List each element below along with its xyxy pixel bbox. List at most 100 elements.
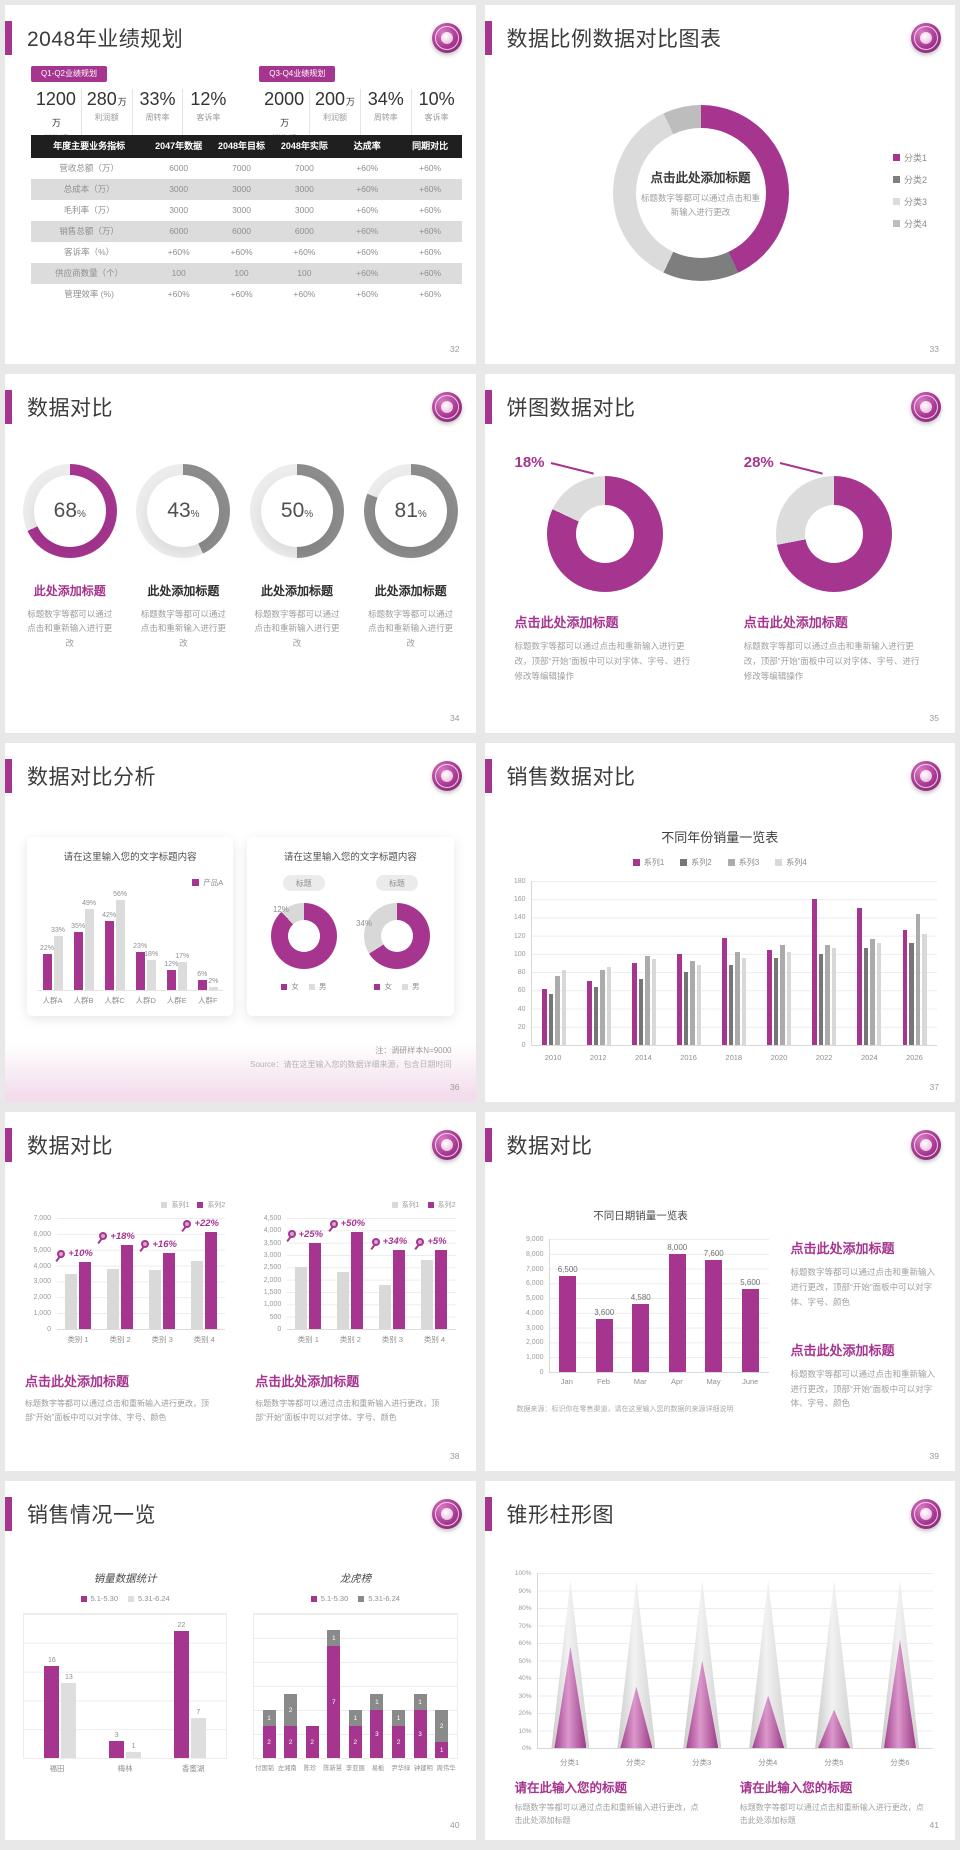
- table-cell: +60%: [167, 247, 190, 257]
- axis-tick: 70%: [518, 1622, 532, 1630]
- category-label: Apr: [671, 1377, 683, 1386]
- pushpin-icon: [57, 1249, 66, 1258]
- legend: 系列1 系列2: [391, 1200, 456, 1210]
- category-label: 2016: [680, 1053, 697, 1062]
- bar: [109, 1740, 125, 1758]
- donut-block: 标题 12% 女男: [270, 875, 337, 992]
- slide-title: 2048年业绩规划: [27, 28, 184, 51]
- bar: [107, 1268, 120, 1329]
- legend-marker: [401, 983, 408, 990]
- page-number: 38: [450, 1451, 460, 1461]
- bar: [705, 1259, 723, 1372]
- gauge-value: 50%: [280, 499, 314, 522]
- bar-wrap: [831, 881, 837, 1045]
- bar: [645, 955, 650, 1045]
- bar: [379, 1284, 392, 1329]
- bar-wrap: [741, 881, 747, 1045]
- axis-tick: 2,000: [525, 1339, 544, 1347]
- slide-thumbnail-41[interactable]: 锥形柱形图 100% 90% 80% 70% 60% 50% 40% 30% 20% 10% 0% …: [484, 1481, 955, 1840]
- bar: [593, 986, 599, 1045]
- bar-wrap: [107, 1218, 120, 1329]
- table-header-cell: 达成率: [353, 141, 381, 151]
- bar: [149, 1270, 162, 1329]
- table-cell: 6000: [169, 226, 189, 236]
- grouped-chart-block: 销量数据统计 5.1-5.30 5.31-6.24 16 13 3 1 22 7 福田 梅林香…: [23, 1571, 228, 1774]
- bar-group: 8,000: [659, 1239, 696, 1372]
- logo-badge: [431, 23, 462, 53]
- gauge-value: 81%: [394, 499, 427, 522]
- bar-wrap: [683, 881, 689, 1045]
- table-cell: +60%: [419, 226, 442, 236]
- gauge-caption-desc: 标题数字等都可以通过点击和重新输入进行更改: [368, 609, 454, 648]
- slide-thumbnail-33[interactable]: 数据比例数据对比图表 点击此处添加标题 标题数字等都可以通过点击和重新输入进行更…: [484, 5, 955, 364]
- bar: [780, 944, 785, 1045]
- slide-title: 锥形柱形图: [506, 1504, 614, 1527]
- bar-wrap: 35%: [71, 891, 85, 990]
- slide-thumbnail-39[interactable]: 数据对比 不同日期销量一览表 9,000 8,000 7,000 6,000 5,000…: [484, 1112, 955, 1471]
- bar: [831, 948, 837, 1045]
- table-cell: +60%: [356, 268, 379, 278]
- slide-thumbnail-37[interactable]: 销售数据对比 不同年份销量一览表 系列1 系列2 系列3 系列4 180 160 140 1…: [484, 743, 955, 1102]
- slide-thumbnail-32[interactable]: 2048年业绩规划 Q1-Q2业绩规划1200万销售额280万利润额33%周转率…: [5, 5, 476, 364]
- bar-wrap: [65, 1218, 78, 1329]
- bar: [773, 957, 779, 1045]
- bar-value-label: 7: [196, 1708, 201, 1716]
- bar: [191, 1260, 204, 1329]
- logo-badge: [911, 392, 941, 422]
- bar: [690, 961, 695, 1045]
- logo-badge: [431, 1130, 462, 1160]
- bar: [104, 920, 114, 990]
- caption-row: 请在此输入您的标题 标题数字等都可以通过点击和重新输入进行更改，点击此处添加标题…: [515, 1777, 932, 1828]
- bar-wrap: [645, 881, 650, 1045]
- bar: [559, 1275, 577, 1372]
- category-label: Mar: [633, 1377, 647, 1386]
- donut-block: 标题 34% 女男: [356, 875, 430, 992]
- axis-tick: 50%: [518, 1657, 532, 1665]
- bar-wrap: 6,500: [558, 1239, 578, 1372]
- bar-group: 4,580: [623, 1239, 660, 1372]
- table-row: 毛利率（万） 3000 3000 3000 +60% +60%: [31, 200, 462, 221]
- category-label: 2012: [589, 1053, 607, 1062]
- slide-thumbnail-34[interactable]: 数据对比 68% 此处添加标题 标题数字等都可以通过点击和重新输入进行更改 43% 此处…: [5, 374, 476, 733]
- accent-bar: [484, 390, 492, 424]
- bar: [825, 944, 830, 1045]
- stat-value: 33%: [139, 88, 176, 109]
- table-cell: +60%: [230, 289, 253, 299]
- bar: [863, 948, 869, 1045]
- chart-pair: 销量数据统计 5.1-5.30 5.31-6.24 16 13 3 1 22 7 福田 梅林香…: [23, 1571, 458, 1774]
- data-source-note: 数据来源：标识你在零售渠道，请在这里输入您的数据的来源详细说明: [516, 1406, 734, 1413]
- slide-thumbnail-35[interactable]: 饼图数据对比 18% 点击此处添加标题 标题数字等都可以通过点击和重新输入进行更改，…: [484, 374, 955, 733]
- chart-panels: 系列1 系列2 7,000 6,000 5,000 4,000 3,000 2,000 1,00…: [25, 1202, 456, 1424]
- legend: 女男: [374, 981, 419, 992]
- bar-group: 16 13: [28, 1614, 93, 1758]
- accent-bar: [484, 759, 492, 793]
- bar-wrap: 13: [61, 1614, 77, 1758]
- legend-marker: [391, 1202, 398, 1208]
- axis-tick: 0: [539, 1369, 544, 1376]
- bar-wrap: 4,580: [631, 1239, 651, 1372]
- legend-marker: [632, 859, 640, 866]
- slide-title: 数据对比分析: [27, 766, 156, 789]
- percent-label: 34%: [355, 919, 372, 928]
- stat-label: 周转率: [145, 112, 170, 122]
- category-label: 2018: [725, 1053, 743, 1062]
- axis-tick: 1,000: [525, 1354, 544, 1362]
- stat: 200万 利润额: [309, 88, 360, 144]
- bar-wrap: [191, 1218, 204, 1329]
- slide-thumbnail-36[interactable]: 数据对比分析 请在这里输入您的文字标题内容 产品A 22% 33% 35% 49% 42…: [5, 743, 476, 1102]
- donut-pair: 标题 12% 女男标题 34% 女男: [257, 875, 443, 992]
- table-row: 总成本（万） 3000 3000 3000 +60% +60%: [31, 179, 462, 200]
- percent-callout: 28%: [743, 454, 774, 471]
- category-label: 尹华绿: [391, 1765, 411, 1772]
- caption-desc: 标题数字等都可以通过点击和重新输入进行更改，顶部“开始”面板中可以对字体、字号、…: [255, 1399, 440, 1422]
- legend-item: 系列2: [680, 857, 712, 868]
- slide-thumbnail-38[interactable]: 数据对比 系列1 系列2 7,000 6,000 5,000 4,000 3,000 2,00…: [5, 1112, 476, 1471]
- slide-thumbnail-40[interactable]: 销售情况一览 销量数据统计 5.1-5.30 5.31-6.24 16 13 3 1 22…: [5, 1481, 476, 1840]
- bar-group: 2: [301, 1614, 323, 1758]
- slide-title: 数据对比: [27, 397, 113, 420]
- donut-hole: [805, 505, 864, 563]
- stat-value: 280万: [86, 88, 127, 109]
- logo-badge: [911, 761, 941, 791]
